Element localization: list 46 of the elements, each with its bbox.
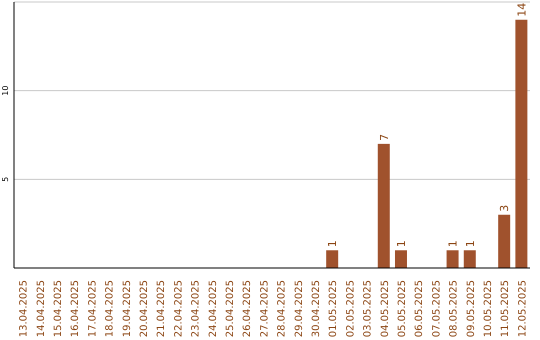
x-tick-label: 11.05.2025	[500, 280, 512, 338]
bar	[378, 144, 390, 268]
x-tick-label: 19.04.2025	[122, 280, 133, 338]
x-tick-label: 17.04.2025	[87, 280, 98, 338]
x-tick-label: 26.04.2025	[242, 280, 254, 338]
data-label: 1	[326, 240, 340, 248]
x-tick-label: 30.04.2025	[311, 280, 322, 338]
x-tick-label: 14.04.2025	[36, 280, 47, 338]
x-tick-label: 28.04.2025	[276, 280, 288, 338]
data-label: 1	[394, 240, 408, 248]
bar	[498, 214, 510, 268]
x-tick-label: 07.05.2025	[431, 280, 442, 338]
bar	[326, 250, 338, 268]
x-tick-label: 12.05.2025	[517, 280, 528, 338]
x-tick-label: 01.05.2025	[328, 280, 340, 338]
x-tick-label: 22.04.2025	[173, 280, 184, 338]
bar	[515, 20, 528, 268]
x-tick-label: 16.04.2025	[70, 280, 82, 338]
x-tick-label: 15.04.2025	[53, 280, 64, 338]
data-label: 1	[464, 240, 477, 248]
bar	[464, 250, 476, 268]
x-tick-label: 09.05.2025	[466, 280, 477, 338]
y-tick-label: 5	[1, 176, 10, 182]
y-tick-label: 10	[1, 86, 10, 96]
x-tick-label: 24.04.2025	[208, 280, 219, 338]
bar	[394, 250, 407, 268]
x-tick-label: 06.05.2025	[414, 280, 426, 338]
x-tick-label: 23.04.2025	[190, 280, 202, 338]
x-tick-label: 03.05.2025	[362, 280, 374, 338]
x-tick-label: 21.04.2025	[156, 280, 168, 338]
x-tick-label: 18.04.2025	[104, 280, 116, 338]
x-tick-label: 02.05.2025	[345, 280, 356, 338]
bar	[446, 250, 459, 268]
x-tick-label: 27.04.2025	[259, 280, 270, 338]
data-label: 7	[378, 134, 391, 141]
data-label: 3	[498, 204, 512, 212]
x-tick-label: 13.04.2025	[18, 280, 30, 338]
x-tick-label: 04.05.2025	[380, 280, 391, 338]
x-tick-label: 10.05.2025	[483, 280, 494, 338]
data-label: 1	[446, 240, 460, 248]
x-tick-label: 25.04.2025	[225, 280, 236, 338]
x-tick-label: 20.04.2025	[139, 280, 150, 338]
x-tick-label: 29.04.2025	[294, 280, 305, 338]
x-tick-label: 08.05.2025	[448, 280, 460, 338]
x-tick-label: 05.05.2025	[397, 280, 408, 338]
data-label: 14	[515, 2, 528, 17]
